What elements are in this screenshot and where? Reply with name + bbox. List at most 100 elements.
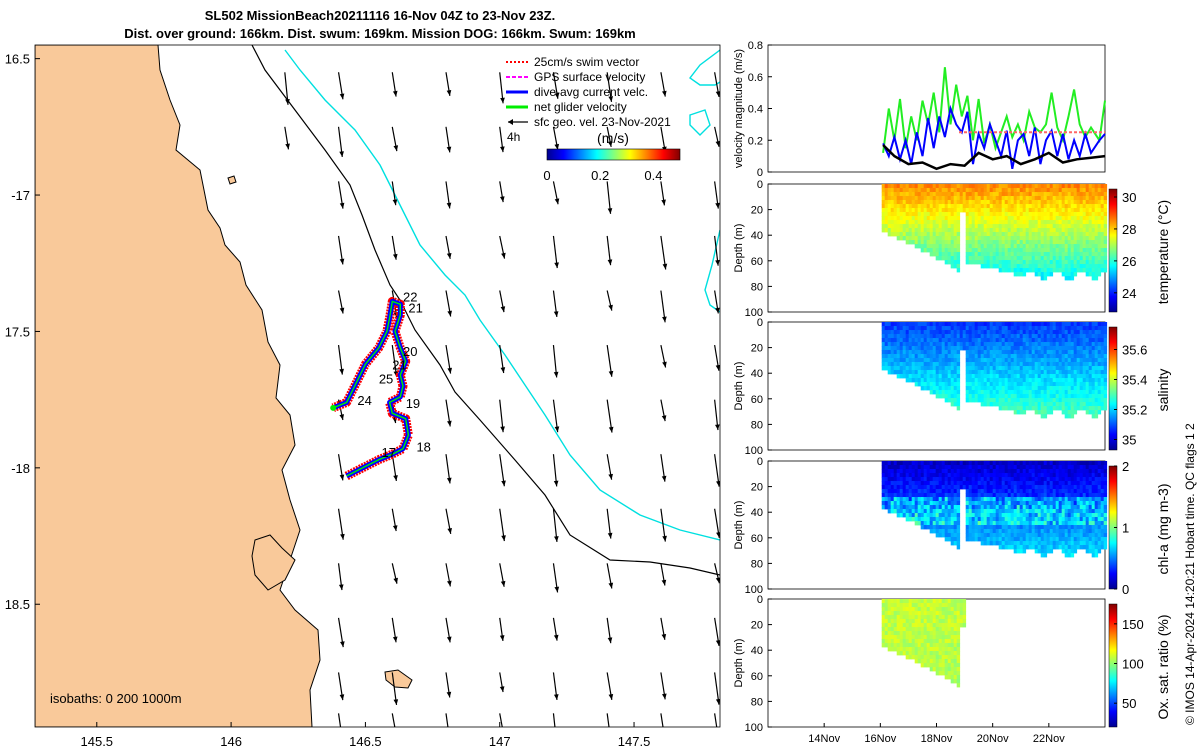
heatmap-cell bbox=[1046, 406, 1051, 411]
heatmap-cell bbox=[1034, 545, 1039, 550]
heatmap-cell bbox=[1103, 505, 1108, 510]
heatmap-cell bbox=[932, 338, 937, 343]
heatmap-cell bbox=[905, 370, 910, 375]
heatmap-cell bbox=[953, 473, 958, 478]
heatmap-cell bbox=[980, 493, 985, 498]
heatmap-cell bbox=[1025, 220, 1030, 225]
heatmap-cell bbox=[1043, 264, 1048, 269]
heatmap-cell bbox=[908, 501, 913, 506]
heatmap-cell bbox=[980, 386, 985, 391]
heatmap-cell bbox=[1049, 398, 1054, 403]
heatmap-cell bbox=[932, 354, 937, 359]
heatmap-cell bbox=[1076, 228, 1081, 233]
heatmap-cell bbox=[1025, 212, 1030, 217]
heatmap-cell bbox=[959, 330, 964, 335]
heatmap-cell bbox=[896, 473, 901, 478]
heatmap-cell bbox=[890, 461, 895, 466]
heatmap-cell bbox=[1037, 517, 1042, 522]
heatmap-cell bbox=[1028, 212, 1033, 217]
heatmap-cell bbox=[935, 192, 940, 197]
heatmap-cell bbox=[983, 402, 988, 407]
heatmap-cell bbox=[1097, 240, 1102, 245]
heatmap-cell bbox=[926, 232, 931, 237]
heatmap-cell bbox=[926, 326, 931, 331]
heatmap-cell bbox=[1064, 517, 1069, 522]
heatmap-cell bbox=[926, 485, 931, 490]
heatmap-cell bbox=[1007, 204, 1012, 209]
heatmap-cell bbox=[1058, 406, 1063, 411]
heatmap-cell bbox=[902, 204, 907, 209]
heatmap-cell bbox=[983, 342, 988, 347]
heatmap-cell bbox=[1100, 362, 1105, 367]
heatmap-cell bbox=[1082, 232, 1087, 237]
heatmap-cell bbox=[1070, 513, 1075, 518]
heatmap-cell bbox=[887, 330, 892, 335]
heatmap-cell bbox=[932, 192, 937, 197]
heatmap-cell bbox=[989, 208, 994, 213]
heatmap-cell bbox=[1082, 366, 1087, 371]
heatmap-cell bbox=[1007, 533, 1012, 538]
heatmap-cell bbox=[923, 473, 928, 478]
heatmap-cell bbox=[920, 501, 925, 506]
heatmap-cell bbox=[1082, 485, 1087, 490]
heatmap-cell bbox=[1040, 386, 1045, 391]
heatmap-cell bbox=[935, 489, 940, 494]
heatmap-cell bbox=[1025, 513, 1030, 518]
heatmap-cell bbox=[1001, 406, 1006, 411]
heatmap-cell bbox=[1058, 521, 1063, 526]
heatmap-cell bbox=[887, 635, 892, 640]
heatmap-cell bbox=[1046, 326, 1051, 331]
heatmap-cell bbox=[1004, 533, 1009, 538]
velocity-series-line bbox=[882, 104, 1106, 169]
heatmap-cell bbox=[998, 497, 1003, 502]
heatmap-cell bbox=[1025, 529, 1030, 534]
heatmap-cell bbox=[1052, 366, 1057, 371]
heatmap-cell bbox=[1097, 272, 1102, 277]
heatmap-cell bbox=[1088, 252, 1093, 257]
heatmap-cell bbox=[884, 635, 889, 640]
heatmap-cell bbox=[950, 473, 955, 478]
heatmap-cell bbox=[905, 196, 910, 201]
heatmap-cell bbox=[995, 533, 1000, 538]
heatmap-cell bbox=[908, 220, 913, 225]
heatmap-cell bbox=[938, 370, 943, 375]
heatmap-cell bbox=[1031, 196, 1036, 201]
heatmap-cell bbox=[998, 461, 1003, 466]
heatmap-cell bbox=[944, 212, 949, 217]
heatmap-cell bbox=[944, 525, 949, 530]
heatmap-cell bbox=[992, 493, 997, 498]
heatmap-cell bbox=[881, 220, 886, 225]
heatmap-cell bbox=[986, 196, 991, 201]
heatmap-cell bbox=[938, 374, 943, 379]
heatmap-cell bbox=[1055, 505, 1060, 510]
heatmap-cell bbox=[932, 358, 937, 363]
heatmap-cell bbox=[1040, 338, 1045, 343]
heatmap-cell bbox=[911, 615, 916, 620]
heatmap-cell bbox=[902, 362, 907, 367]
heatmap-cell bbox=[905, 461, 910, 466]
heatmap-cell bbox=[1064, 350, 1069, 355]
heatmap-cell bbox=[1034, 338, 1039, 343]
heatmap-cell bbox=[971, 509, 976, 514]
heatmap-cell bbox=[1061, 244, 1066, 249]
heatmap-cell bbox=[1019, 362, 1024, 367]
heatmap-cell bbox=[1013, 216, 1018, 221]
heatmap-cell bbox=[905, 623, 910, 628]
heatmap-cell bbox=[956, 537, 961, 542]
heatmap-cell bbox=[1088, 469, 1093, 474]
geo-vel-arrowhead bbox=[607, 259, 613, 266]
heatmap-cell bbox=[1034, 549, 1039, 554]
heatmap-cell bbox=[953, 228, 958, 233]
heatmap-cbar-title: chl-a (mg m-3) bbox=[1155, 483, 1171, 574]
heatmap-cell bbox=[1052, 346, 1057, 351]
heatmap-cell bbox=[1004, 529, 1009, 534]
heatmap-cell bbox=[950, 461, 955, 466]
heatmap-cell bbox=[968, 505, 973, 510]
heatmap-cell bbox=[899, 362, 904, 367]
heatmap-cell bbox=[1019, 248, 1024, 253]
heatmap-cell bbox=[941, 220, 946, 225]
heatmap-cell bbox=[938, 252, 943, 257]
heatmap-cell bbox=[947, 236, 952, 241]
heatmap-cell bbox=[1028, 537, 1033, 542]
heatmap-cell bbox=[1058, 473, 1063, 478]
